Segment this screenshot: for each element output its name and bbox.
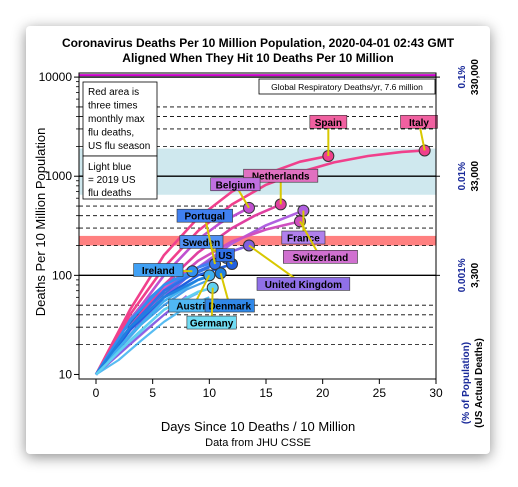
country-label-bg-portugal (176, 208, 233, 223)
series-line-italy (94, 149, 425, 376)
x-tick-label: 5 (149, 386, 156, 400)
country-label-spain: Spain (315, 118, 342, 129)
y-axis-label: Deaths Per 10 Million Population (33, 128, 48, 317)
country-label-bg-netherlands (243, 168, 319, 183)
right-tick-label-pct: 0.1% (457, 66, 468, 89)
x-tick-label: 0 (93, 386, 100, 400)
series-line-spain (94, 154, 329, 376)
note-line-flu-max: three times (88, 101, 137, 112)
right-tick-label-us: 3,300 (470, 262, 481, 287)
country-label-belgium: Belgium (216, 180, 256, 191)
note-line-us-flu: flu deaths (88, 188, 131, 199)
note-line-us-flu: = 2019 US (88, 175, 136, 186)
country-label-france: France (287, 234, 320, 245)
country-label-bg-denmark (204, 298, 255, 313)
country-label-italy: Italy (409, 118, 429, 129)
series-line-germany (95, 286, 214, 376)
x-tick-label: 30 (429, 386, 443, 400)
x-axis-label: Days Since 10 Deaths / 10 Million (161, 419, 355, 434)
country-label-bg-spain (309, 114, 348, 129)
x-tick-label: 25 (373, 386, 387, 400)
country-label-sweden: Sweden (183, 238, 221, 249)
global-deaths-box (258, 78, 436, 95)
country-label-united-kingdom: United Kingdom (265, 280, 342, 291)
x-axis-source: Data from JHU CSSE (205, 437, 311, 449)
note-line-us-flu: Light blue (88, 162, 132, 173)
country-label-austria: Austria (176, 302, 211, 313)
right-tick-label-pct: 0.01% (457, 162, 468, 190)
plot-frame (78, 72, 437, 380)
flu-max-band (79, 235, 436, 246)
country-label-bg-switzerland (282, 250, 358, 264)
country-label-bg-belgium (210, 177, 261, 192)
country-label-bg-us (215, 248, 235, 262)
note-line-flu-max: monthly max (88, 114, 145, 125)
leader-line-portugal (203, 216, 216, 265)
country-label-bg-united-kingdom (256, 277, 351, 291)
x-tick-label: 10 (203, 386, 217, 400)
right-axis-label-pct: (% of Population) (461, 342, 472, 424)
country-label-netherlands: Netherlands (252, 172, 310, 183)
country-label-ireland: Ireland (142, 266, 175, 277)
x-tick-label: 15 (259, 386, 273, 400)
note-line-flu-max: US flu season (88, 141, 150, 152)
country-label-portugal: Portugal (185, 212, 226, 223)
right-tick-label-us: 33,000 (470, 160, 481, 191)
x-tick-label: 20 (316, 386, 330, 400)
y-tick-label: 10000 (39, 70, 73, 84)
right-tick-label-pct: 0.001% (457, 258, 468, 292)
chart-svg: Coronavirus Deaths Per 10 Million Popula… (33, 36, 485, 449)
country-label-bg-sweden (179, 235, 224, 249)
y-tick-label: 10 (59, 367, 73, 381)
country-label-denmark: Denmark (208, 302, 251, 313)
note-line-flu-max: Red area is (88, 87, 139, 98)
country-label-us: US (218, 251, 232, 262)
country-label-bg-france (281, 230, 326, 245)
country-label-bg-italy (400, 114, 438, 129)
right-axis-label-us: (US Actual Deaths) (474, 338, 485, 428)
country-label-germany: Germany (190, 319, 234, 330)
chart-card: Coronavirus Deaths Per 10 Million Popula… (26, 26, 490, 454)
series-line-ireland (94, 270, 193, 376)
chart-subtitle: Aligned When They Hit 10 Deaths Per 10 M… (122, 51, 393, 65)
country-label-bg-germany (186, 315, 237, 330)
series-end-marker-austria (203, 269, 216, 282)
y-tick-label: 100 (52, 268, 72, 282)
global-deaths-label: Global Respiratory Deaths/yr, 7.6 millio… (271, 82, 423, 92)
note-box-us-flu (82, 155, 158, 200)
country-label-bg-ireland (133, 263, 184, 277)
note-line-flu-max: flu deaths, (88, 128, 134, 139)
right-tick-label-us: 330,000 (470, 59, 481, 96)
country-label-switzerland: Switzerland (293, 253, 349, 264)
chart-title: Coronavirus Deaths Per 10 Million Popula… (62, 36, 455, 50)
y-tick-label: 1000 (45, 169, 72, 183)
